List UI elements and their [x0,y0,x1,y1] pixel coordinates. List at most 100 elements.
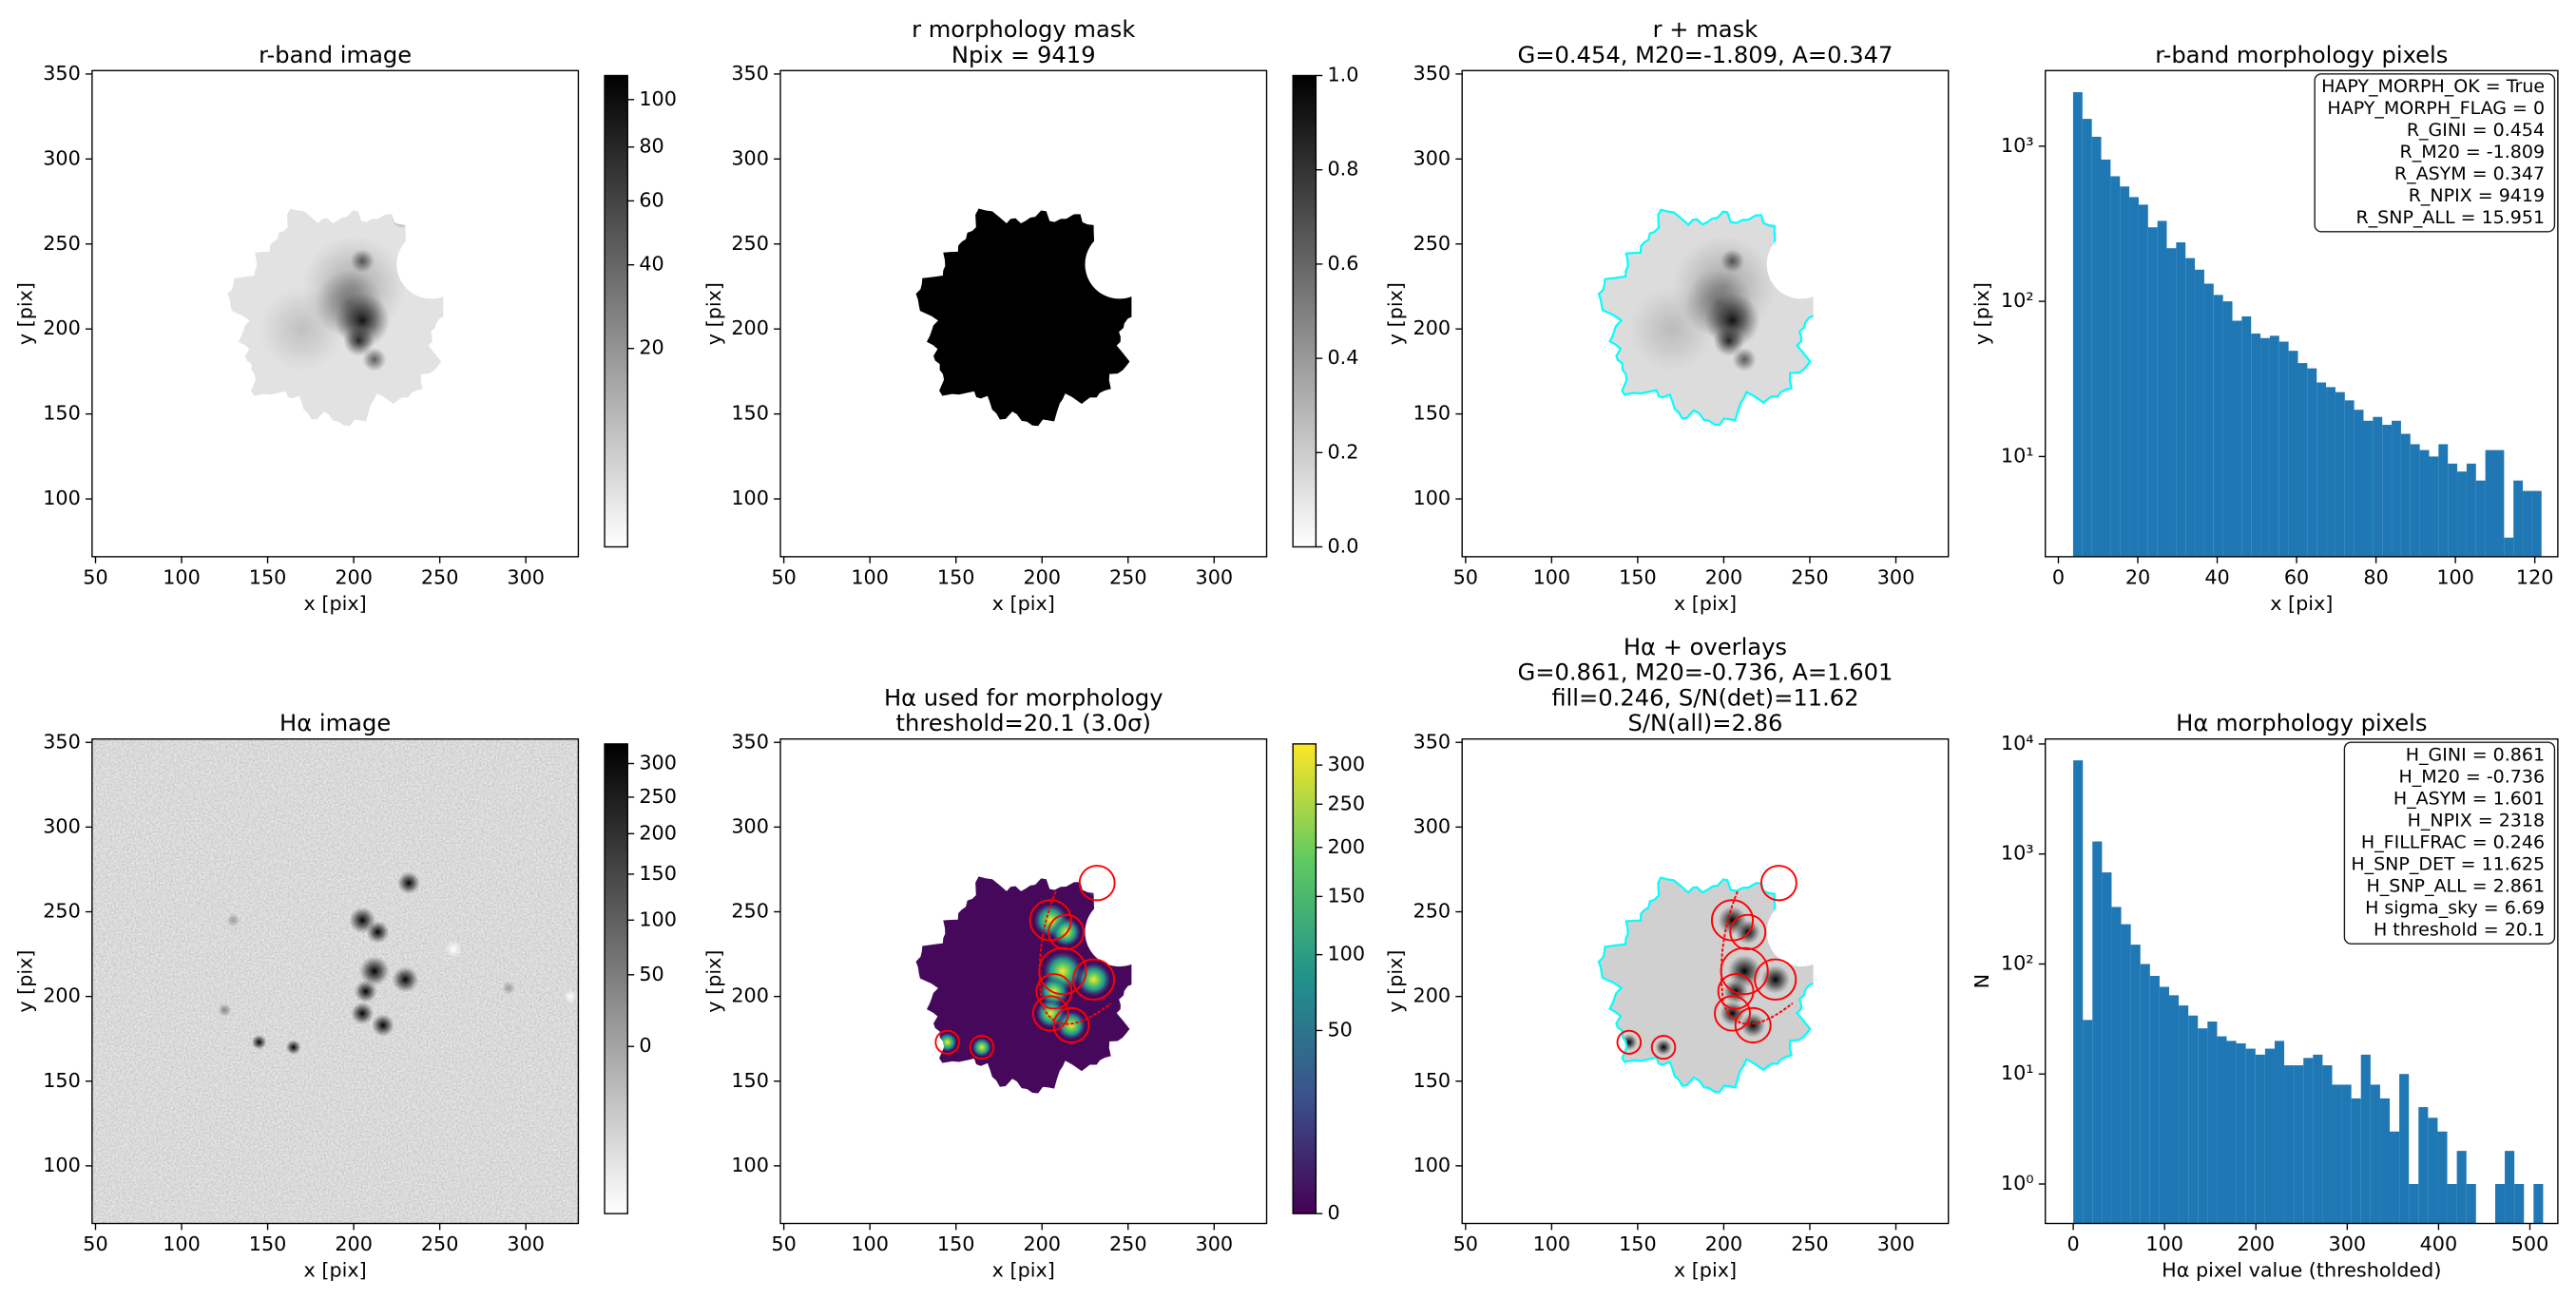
threshold-contour [1078,865,1116,902]
threshold-contour [1031,995,1069,1032]
galaxy-body [1462,738,1949,1224]
annotation-line: R_M20 = -1.809 [2400,142,2546,162]
histogram-bar [2475,480,2486,557]
histogram-bar [2232,320,2242,557]
galaxy [91,70,579,557]
panel-title: G=0.861, M20=-0.736, A=1.601 [1517,659,1893,686]
x-axis-label: x [pix] [304,1259,367,1282]
blob [1760,965,1790,994]
y-tick-label: 350 [1413,62,1451,85]
panel: 50 100 150 200 250 300 100 150 200 250 300 350 x [pi… [702,16,1359,615]
histogram-bar [2504,537,2514,557]
colorbar-tick-label: 0.2 [1327,440,1358,463]
colorbar-tick-label: 0 [639,1034,651,1057]
histogram-bar [2363,420,2374,557]
histogram-bar [2399,1074,2410,1224]
histogram-bar [2222,301,2233,557]
y-tick-label: 300 [1413,814,1451,837]
histogram-bar [2288,351,2298,557]
x-tick-label: 0 [2067,1232,2080,1255]
galaxy [779,738,1267,1224]
histogram-bar [2195,269,2204,557]
histogram-bar [2429,456,2439,557]
y-tick-label: 100 [43,1154,81,1176]
x-tick-label: 100 [1533,565,1571,588]
annotation-line: H_SNP_ALL = 2.861 [2366,875,2545,896]
histogram-bar [2354,410,2364,557]
blob [501,981,516,995]
y-tick-label: 150 [1413,1069,1451,1092]
threshold-contour [1759,865,1797,902]
colorbar-tick-label: 20 [639,336,663,359]
histogram-bar [2409,1183,2419,1224]
x-tick-label: 200 [1705,1232,1743,1255]
x-tick-label: 150 [1619,565,1657,588]
panel-title: S/N(all)=2.86 [1628,710,1783,736]
x-tick-label: 100 [2436,565,2474,588]
panel-title: threshold=20.1 (3.0σ) [896,710,1151,736]
threshold-contour [1729,913,1767,951]
y-tick-label: 250 [43,900,81,923]
annotation-box [2343,741,2556,945]
histogram-bar [2120,186,2130,557]
y-tick-label: 300 [1413,146,1451,169]
galaxy [1462,70,1949,557]
histogram-bar [2083,1020,2093,1224]
blob [362,347,387,372]
panel: 50 100 150 200 250 300 100 150 200 250 300 350 x [pi… [14,42,677,615]
x-tick-label: 200 [335,1232,373,1255]
axes-content [779,70,1267,557]
histogram-bar [2138,204,2148,557]
annotation-line: H_FILLFRAC = 0.246 [2361,831,2545,852]
histogram-bar [2418,1107,2429,1224]
histogram-bar [2226,1041,2237,1224]
histogram-bar [2505,1151,2515,1224]
annotation-line: R_GINI = 0.454 [2407,120,2545,141]
y-tick-label: 350 [1413,730,1451,753]
panel-title: r-band morphology pixels [2155,42,2448,68]
histogram-bar [2332,1084,2342,1224]
threshold-contour [1038,890,1112,1025]
y-tick-label: 10⁴ [2001,732,2034,755]
blob [218,1003,232,1018]
y-tick-label: 200 [1413,984,1451,1007]
x-tick-label: 100 [2145,1232,2183,1255]
threshold-contour [1717,973,1755,1010]
x-tick-label: 150 [1619,1232,1657,1255]
x-axis-label: x [pix] [992,592,1055,615]
y-tick-label: 350 [43,62,81,85]
x-tick-label: 100 [163,1232,201,1255]
histogram-bar [2284,1065,2295,1224]
panel: 0 100 200 300 400 500 10⁰ 10¹ 10² 10³ 10⁴ Hα pixel … [1970,710,2559,1282]
x-tick-label: 150 [249,565,287,588]
blob [1056,1010,1086,1040]
threshold-contour [1616,1029,1643,1055]
y-tick-label: 250 [1413,232,1451,255]
y-tick-label: 150 [731,402,769,425]
blob [1720,1001,1745,1026]
blob [343,325,375,356]
histogram-bar [2485,449,2495,557]
y-tick-label: 10³ [2001,842,2034,865]
colorbar [1292,74,1317,548]
histogram-bar [2313,1054,2323,1224]
panel-title: Npix = 9419 [952,42,1096,68]
histogram-bar [2179,1005,2189,1224]
histogram-bar [2341,1084,2352,1224]
histogram-bar [2110,176,2121,557]
colorbar-tick-label: 200 [639,821,677,844]
y-axis-label: y [pix] [14,282,37,345]
colorbar [1292,743,1317,1214]
histogram-bar [2297,363,2308,557]
axes-content [1462,738,1949,1224]
axes-content [2072,91,2542,557]
axes-frame [2045,737,2559,1225]
x-axis-label: Hα pixel value (thresholded) [2162,1259,2441,1282]
histogram-bar [2188,1015,2199,1224]
axes-content [91,70,579,557]
blob [1082,869,1112,898]
histogram-bar [2168,995,2180,1224]
histogram-bar [2102,872,2112,1224]
axes-content [779,738,1267,1224]
blob [1740,1013,1766,1038]
